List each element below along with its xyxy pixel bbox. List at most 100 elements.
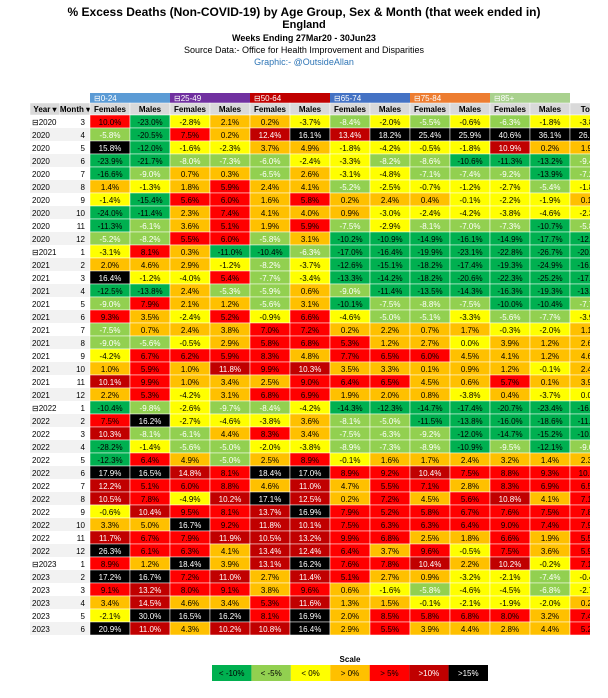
heatmap-value: 14.5%: [139, 599, 162, 608]
year-cell: 2020: [32, 235, 50, 244]
heatmap-value: 16.1%: [299, 131, 322, 140]
heatmap-value: 14.8%: [179, 469, 202, 478]
column-header-label: Males: [539, 105, 562, 114]
heatmap-cell: [569, 283, 590, 298]
heatmap-value: -2.8%: [180, 118, 201, 127]
heatmap-value: 0.0%: [581, 391, 590, 400]
year-cell: 2022: [32, 547, 50, 556]
scale-label: > 0%: [341, 669, 359, 678]
heatmap-value: -3.1%: [100, 248, 121, 257]
row-label-background: [30, 271, 90, 284]
scale-swatch: [448, 665, 488, 681]
heatmap-cell: [569, 491, 590, 506]
heatmap-cell: [569, 478, 590, 493]
heatmap-value: -8.2%: [140, 235, 161, 244]
heatmap-value: -14.9%: [417, 235, 442, 244]
heatmap-value: -0.2%: [540, 560, 561, 569]
heatmap-cell: [569, 231, 590, 246]
heatmap-value: -11.0%: [218, 248, 243, 257]
row-label-background: [30, 258, 90, 271]
month-cell: 2: [81, 261, 86, 270]
heatmap-value: 5.1%: [221, 222, 239, 231]
heatmap-value: 7.5%: [101, 417, 119, 426]
heatmap-value: -6.3%: [300, 248, 321, 257]
column-header-label: Total: [581, 105, 590, 114]
scale-label: < -5%: [261, 669, 282, 678]
column-header-label: Males: [139, 105, 162, 114]
heatmap-value: -21.7%: [137, 157, 162, 166]
heatmap-value: 0.2%: [261, 118, 279, 127]
heatmap-value: 4.9%: [301, 144, 319, 153]
heatmap-value: -12.0%: [457, 430, 482, 439]
heatmap-value: 3.9%: [221, 560, 239, 569]
heatmap-value: 7.7%: [341, 352, 359, 361]
heatmap-value: 6.4%: [341, 378, 359, 387]
heatmap-value: -25.2%: [537, 274, 562, 283]
heatmap-value: 6.4%: [341, 547, 359, 556]
heatmap-value: -18.6%: [537, 417, 562, 426]
heatmap-value: -0.1%: [540, 365, 561, 374]
heatmap-cell: [569, 543, 590, 558]
heatmap-cell: [569, 270, 590, 285]
row-label-background: [30, 427, 90, 440]
column-header-label: Males: [379, 105, 402, 114]
scale-swatch: [409, 665, 449, 681]
heatmap-value: 2.7%: [381, 573, 399, 582]
heatmap-value: -9.0%: [100, 339, 121, 348]
heatmap-value: 0.4%: [501, 391, 519, 400]
heatmap-value: 2.4%: [181, 287, 199, 296]
heatmap-value: -5.9%: [260, 287, 281, 296]
heatmap-value: 1.5%: [381, 599, 399, 608]
year-cell: 2020: [32, 131, 50, 140]
heatmap-value: -7.5%: [460, 300, 481, 309]
heatmap-value: 5.5%: [381, 625, 399, 634]
heatmap-value: 3.3%: [381, 365, 399, 374]
year-cell: 2023: [32, 586, 50, 595]
heatmap-value: -8.1%: [420, 222, 441, 231]
group-header-label: ⊟0-24: [94, 94, 117, 103]
heatmap-value: -3.8%: [460, 391, 481, 400]
heatmap-value: -18.2%: [417, 274, 442, 283]
heatmap-value: 20.9%: [99, 625, 122, 634]
heatmap-value: 2.0%: [381, 391, 399, 400]
heatmap-value: 0.1%: [581, 196, 590, 205]
heatmap-value: 8.9%: [101, 560, 119, 569]
heatmap-value: 13.7%: [259, 508, 282, 517]
year-cell: 2023: [32, 612, 50, 621]
chart-header: % Excess Deaths (Non-COVID-19) by Age Gr…: [0, 5, 608, 68]
heatmap-value: 5.9%: [221, 183, 239, 192]
heatmap-value: 5.5%: [381, 482, 399, 491]
heatmap-value: 5.1%: [141, 482, 159, 491]
heatmap-value: -2.9%: [380, 222, 401, 231]
year-cell: 2020: [32, 144, 50, 153]
heatmap-value: -15.4%: [137, 196, 162, 205]
heatmap-value: 0.9%: [421, 573, 439, 582]
month-cell: 6: [81, 625, 86, 634]
heatmap-cell: [569, 621, 590, 636]
heatmap-value: 8.3%: [501, 482, 519, 491]
month-cell: 7: [81, 482, 86, 491]
heatmap-value: 5.6%: [461, 495, 479, 504]
heatmap-value: 9.5%: [181, 508, 199, 517]
heatmap-value: 8.3%: [261, 430, 279, 439]
heatmap-value: 2.4%: [581, 365, 590, 374]
heatmap-value: 40.6%: [499, 131, 522, 140]
heatmap-value: 5.0%: [141, 521, 159, 530]
heatmap-value: 3.4%: [221, 378, 239, 387]
heatmap-value: -23.1%: [457, 248, 482, 257]
heatmap-value: 13.1%: [259, 560, 282, 569]
heatmap-value: -8.2%: [260, 261, 281, 270]
heatmap-value: 6.7%: [141, 352, 159, 361]
heatmap-value: -22.8%: [497, 248, 522, 257]
heatmap-value: 1.4%: [541, 456, 559, 465]
heatmap-value: 2.5%: [261, 378, 279, 387]
heatmap-value: 6.8%: [461, 612, 479, 621]
heatmap-value: 4.4%: [461, 625, 479, 634]
heatmap-value: 1.2%: [501, 365, 519, 374]
month-cell: 4: [81, 131, 86, 140]
month-cell: 5: [81, 612, 86, 621]
heatmap-value: 3.5%: [141, 313, 159, 322]
heatmap-value: 6.8%: [381, 534, 399, 543]
scale-swatch: [330, 665, 370, 681]
heatmap-value: -10.9%: [377, 235, 402, 244]
